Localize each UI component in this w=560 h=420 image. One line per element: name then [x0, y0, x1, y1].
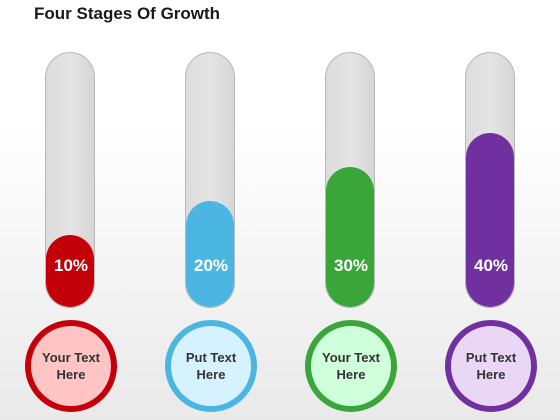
stage-1-tube [45, 52, 95, 308]
stage-1: 10% Your Text Here [23, 0, 119, 420]
stage-4-percent-label: 40% [473, 256, 509, 275]
stage-4: 40% Put Text Here [443, 0, 539, 420]
stage-4-fill-bar [466, 133, 514, 307]
stage-3-tube [325, 52, 375, 308]
stage-3-circle: Your Text Here [305, 320, 397, 412]
stage-2: 20% Put Text Here [163, 0, 259, 420]
stage-4-tube [465, 52, 515, 308]
stage-2-tube [185, 52, 235, 308]
stage-3-fill-bar [326, 167, 374, 307]
stage-1-text: Your Text Here [41, 350, 101, 382]
stage-3: 30% Your Text Here [303, 0, 399, 420]
stage-2-percent-label: 20% [193, 256, 229, 275]
stage-3-percent-label: 30% [333, 256, 369, 275]
stage-4-circle: Put Text Here [445, 320, 537, 412]
stage-1-fill-bar [46, 235, 94, 307]
stage-2-text: Put Text Here [185, 350, 237, 382]
stage-3-text: Your Text Here [321, 350, 381, 382]
stage-1-circle: Your Text Here [25, 320, 117, 412]
stage-1-percent-label: 10% [53, 256, 89, 275]
stage-2-circle: Put Text Here [165, 320, 257, 412]
chart-title: Four Stages Of Growth [34, 4, 221, 23]
stage-2-fill-bar [186, 201, 234, 307]
stage-4-text: Put Text Here [465, 350, 517, 382]
